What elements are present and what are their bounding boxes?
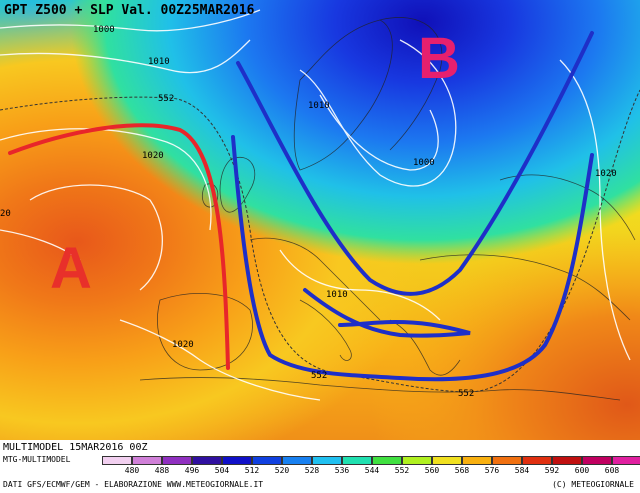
legend-tick-label: 552 [394,466,410,475]
legend-swatch [522,456,552,465]
isobar-label: 1010 [308,101,330,111]
trough-axis-line-north [236,31,594,296]
isobar-label: 1020 [172,340,194,350]
isobar-label: 1020 [595,169,617,179]
legend-swatch [612,456,640,465]
legend-swatch [492,456,522,465]
low-pressure-letter: B [418,26,460,91]
legend-swatch [312,456,342,465]
gpt-labels: 552 552 552 [158,94,474,399]
legend-swatch [432,456,462,465]
legend-tick-label: 480 [124,466,140,475]
legend-tick-label: 600 [574,466,590,475]
legend-tick-label: 544 [364,466,380,475]
legend-swatch [162,456,192,465]
map-title: GPT Z500 + SLP Val. 00Z25MAR2016 [4,3,255,18]
legend-swatch [342,456,372,465]
gpt-label: 552 [311,371,327,381]
isobar-label: 1000 [93,25,115,35]
legend-tick-label: 608 [604,466,620,475]
isobar-label: 1000 [413,158,435,168]
trough-axis-line-balkans [303,288,471,338]
isobar-label: 1020 [142,151,164,161]
color-scale-legend: 480 488 496 504 512 520 528 536 544 552 560 568 576 5… [100,456,640,478]
slp-isobars [0,9,631,401]
legend-swatch [282,456,312,465]
legend-swatch [222,456,252,465]
high-pressure-letter: A [50,236,92,301]
model-name-label: MTG-MULTIMODEL [3,455,71,464]
legend-swatch [462,456,492,465]
copyright-label: (C) METEOGIORNALE [552,480,634,489]
gpt-label: 552 [158,94,174,104]
legend-tick-label: 560 [424,466,440,475]
legend-tick-label: 536 [334,466,350,475]
legend-swatch [402,456,432,465]
legend-tick-label: 488 [154,466,170,475]
legend-tick-label: 568 [454,466,470,475]
legend-tick-label: 528 [304,466,320,475]
legend-tick-label: 584 [514,466,530,475]
isobar-label: 20 [0,209,11,219]
legend-tick-label: 504 [214,466,230,475]
legend-tick-label: 592 [544,466,560,475]
isobar-label: 1010 [148,57,170,67]
legend-swatch [582,456,612,465]
legend-tick-label: 512 [244,466,260,475]
data-source-label: DATI GFS/ECMWF/GEM - ELABORAZIONE WWW.ME… [3,480,264,489]
legend-tick-label: 520 [274,466,290,475]
isobar-label: 1010 [326,290,348,300]
legend-swatch [102,456,132,465]
legend-swatch [132,456,162,465]
legend-tick-label: 496 [184,466,200,475]
ridge-axis-line [8,123,230,370]
legend-swatch [372,456,402,465]
legend-tick-label: 576 [484,466,500,475]
legend-swatch [552,456,582,465]
model-run-label: MULTIMODEL 15MAR2016 00Z [3,442,148,453]
isobar-labels: 1000 1010 1020 1010 1000 1020 1010 1020 … [0,25,617,350]
gpt-label: 552 [458,389,474,399]
trough-axis-line-west [231,135,594,382]
legend-swatch [192,456,222,465]
legend-swatch [252,456,282,465]
